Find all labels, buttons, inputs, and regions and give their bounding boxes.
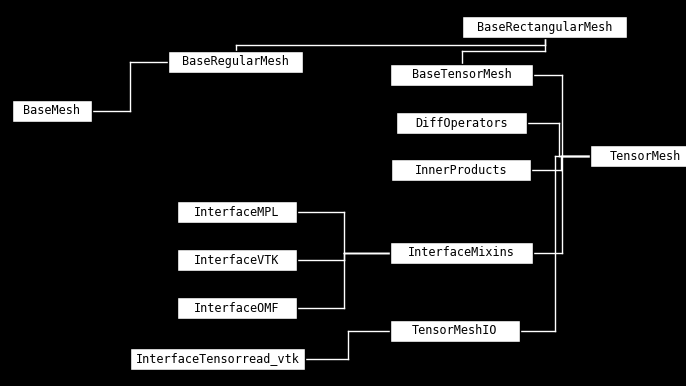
Text: BaseMesh: BaseMesh [23,105,80,117]
Text: InterfaceTensorread_vtk: InterfaceTensorread_vtk [136,352,299,366]
Text: BaseRegularMesh: BaseRegularMesh [182,56,289,68]
FancyBboxPatch shape [462,16,627,38]
Text: TensorMesh: TensorMesh [609,149,681,163]
Text: InterfaceMPL: InterfaceMPL [194,205,280,218]
Text: DiffOperators: DiffOperators [415,117,508,129]
Text: BaseRectangularMesh: BaseRectangularMesh [477,20,612,34]
Text: TensorMeshIO: TensorMeshIO [412,325,498,337]
FancyBboxPatch shape [177,249,297,271]
Text: BaseTensorMesh: BaseTensorMesh [412,68,511,81]
FancyBboxPatch shape [177,297,297,319]
FancyBboxPatch shape [177,201,297,223]
Text: InterfaceVTK: InterfaceVTK [194,254,280,266]
FancyBboxPatch shape [396,112,527,134]
Text: InterfaceOMF: InterfaceOMF [194,301,280,315]
FancyBboxPatch shape [391,159,531,181]
FancyBboxPatch shape [390,242,533,264]
FancyBboxPatch shape [12,100,92,122]
Text: InnerProducts: InnerProducts [415,164,508,176]
FancyBboxPatch shape [390,64,533,86]
FancyBboxPatch shape [390,320,520,342]
FancyBboxPatch shape [168,51,303,73]
Text: InterfaceMixins: InterfaceMixins [408,247,515,259]
FancyBboxPatch shape [590,145,686,167]
FancyBboxPatch shape [130,348,305,370]
